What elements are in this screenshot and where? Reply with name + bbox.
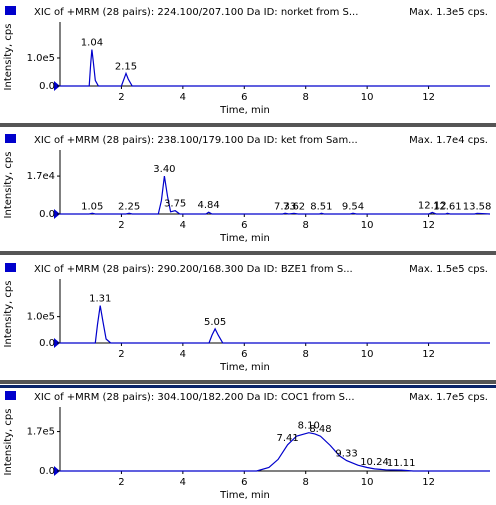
max-intensity: Max. 1.3e5 cps. [409, 7, 488, 18]
panel-title: XIC of +MRM (28 pairs): 304.100/182.200 … [34, 392, 355, 403]
panel-header [0, 128, 496, 148]
panel-header [0, 257, 496, 277]
panel-icon [5, 263, 16, 272]
y-axis-label: Intensity, cps [3, 24, 14, 91]
panel-separator [0, 380, 496, 384]
x-tick-label: 10 [361, 477, 374, 488]
peak-label: 11.11 [387, 458, 416, 469]
peak-label: 7.62 [283, 201, 305, 212]
x-tick-label: 10 [361, 349, 374, 360]
x-tick-label: 4 [180, 477, 186, 488]
peak-label: 8.48 [309, 424, 331, 435]
x-tick-label: 8 [303, 349, 309, 360]
panel-icon [5, 391, 16, 400]
x-axis-label: Time, min [219, 105, 270, 116]
max-intensity: Max. 1.7e4 cps. [409, 135, 488, 146]
x-tick-label: 8 [303, 92, 309, 103]
x-tick-label: 8 [303, 477, 309, 488]
max-intensity: Max. 1.7e5 cps. [409, 392, 488, 403]
trace [60, 305, 490, 344]
y-tick-label: 0.0 [39, 338, 55, 349]
peak-label: 1.31 [89, 294, 111, 305]
x-tick-label: 6 [241, 220, 247, 231]
x-tick-label: 6 [241, 92, 247, 103]
x-tick-label: 6 [241, 349, 247, 360]
x-axis-label: Time, min [219, 362, 270, 373]
panel-separator [0, 123, 496, 127]
trace [60, 432, 490, 472]
peak-label: 3.75 [164, 199, 186, 210]
y-tick-label: 1.7e4 [27, 171, 55, 182]
peak-label: 8.10 [298, 421, 320, 432]
peak-label: 7.33 [274, 201, 296, 212]
y-tick-label: 1.0e5 [27, 312, 55, 323]
y-tick-label: 0.0 [39, 466, 55, 477]
peak-label: 1.05 [81, 201, 103, 212]
x-tick-label: 12 [422, 477, 435, 488]
x-tick-label: 10 [361, 92, 374, 103]
panel-icon [5, 134, 16, 143]
peak-label: 7.41 [276, 433, 298, 444]
x-axis-label: Time, min [219, 490, 270, 501]
peak-label: 8.51 [310, 201, 332, 212]
peak-label: 12.61 [433, 201, 462, 212]
peak-label: 12.12 [418, 200, 447, 211]
trace [60, 49, 490, 87]
y-tick-label: 0.0 [39, 81, 55, 92]
x-axis-label: Time, min [219, 233, 270, 244]
peak-label: 5.05 [204, 317, 226, 328]
panel-separator [0, 251, 496, 255]
peak-label: 13.58 [463, 201, 492, 212]
y-axis-label: Intensity, cps [3, 152, 14, 219]
panel-header [0, 0, 496, 20]
peak-label: 2.25 [118, 201, 140, 212]
panel-title: XIC of +MRM (28 pairs): 290.200/168.300 … [34, 264, 353, 275]
x-tick-label: 2 [118, 477, 124, 488]
x-tick-label: 4 [180, 349, 186, 360]
x-tick-label: 2 [118, 92, 124, 103]
panel-title: XIC of +MRM (28 pairs): 238.100/179.100 … [34, 135, 358, 146]
peak-label: 9.54 [342, 201, 364, 212]
x-tick-label: 4 [180, 92, 186, 103]
peak-label: 1.04 [81, 38, 103, 49]
peak-label: 3.40 [153, 164, 175, 175]
y-axis-label: Intensity, cps [3, 409, 14, 476]
x-tick-label: 10 [361, 220, 374, 231]
x-tick-label: 6 [241, 477, 247, 488]
peak-label: 2.15 [115, 61, 137, 72]
peak-label: 10.24 [360, 457, 389, 468]
x-tick-label: 4 [180, 220, 186, 231]
x-tick-label: 8 [303, 220, 309, 231]
panel-title: XIC of +MRM (28 pairs): 224.100/207.100 … [34, 7, 358, 18]
peak-label: 4.84 [198, 200, 220, 211]
y-tick-label: 1.7e5 [27, 427, 55, 438]
x-tick-label: 12 [422, 349, 435, 360]
x-tick-label: 12 [422, 220, 435, 231]
trace [60, 176, 491, 215]
panel-icon [5, 6, 16, 15]
x-tick-label: 2 [118, 349, 124, 360]
peak-label: 9.33 [335, 449, 357, 460]
max-intensity: Max. 1.5e5 cps. [409, 264, 488, 275]
selection-bar [0, 385, 496, 388]
y-tick-label: 0.0 [39, 209, 55, 220]
panel-header [0, 385, 496, 405]
y-axis-label: Intensity, cps [3, 281, 14, 348]
x-tick-label: 2 [118, 220, 124, 231]
x-tick-label: 12 [422, 92, 435, 103]
y-tick-label: 1.0e5 [27, 53, 55, 64]
